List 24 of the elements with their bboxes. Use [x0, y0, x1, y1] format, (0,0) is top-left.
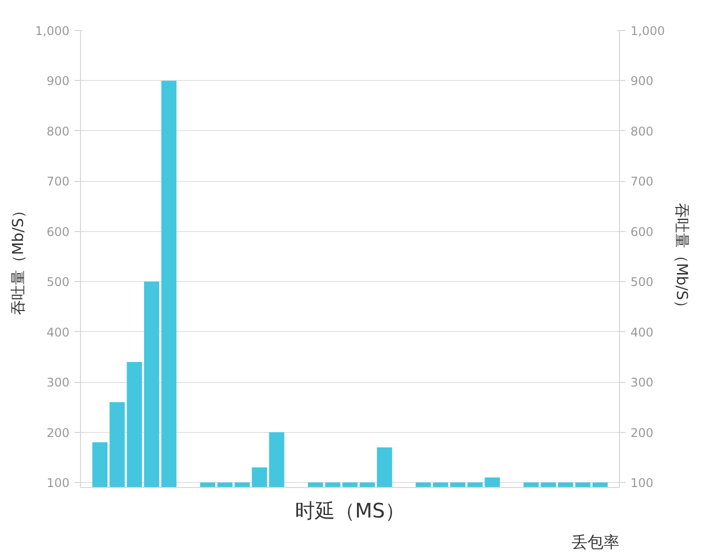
y2-tick-label: 400 — [630, 325, 654, 340]
y2-tick-label: 600 — [630, 224, 654, 239]
y-tick-label: 1,000 — [35, 24, 70, 38]
y2-tick-label: 900 — [630, 74, 654, 88]
y2-axis-title: 吞吐量（Mb/S） — [672, 202, 691, 316]
y-tick-label: 400 — [46, 325, 70, 340]
y2-tick-label: 100 — [630, 476, 654, 490]
y-tick-label: 200 — [46, 426, 70, 440]
text: 丢包率 — [572, 532, 620, 552]
y-tick-label: 700 — [46, 174, 70, 189]
y2-tick-label: 500 — [630, 275, 654, 290]
y-tick-label: 900 — [46, 74, 70, 88]
y2-tick-label: 800 — [630, 124, 654, 138]
y2-tick-label: 200 — [630, 426, 654, 440]
y-tick-label: 100 — [46, 476, 70, 490]
y-axis-title: 吞吐量（Mb/S） — [9, 202, 28, 316]
y-tick-label: 600 — [46, 224, 70, 239]
x-axis-title: 时延（MS） — [295, 498, 405, 522]
y-tick-label: 500 — [46, 275, 70, 290]
y-tick-label: 800 — [46, 124, 70, 138]
y-tick-label: 300 — [46, 376, 70, 390]
y2-tick-label: 1,000 — [630, 24, 665, 38]
y2-tick-label: 700 — [630, 174, 654, 189]
y2-tick-label: 300 — [630, 376, 654, 390]
